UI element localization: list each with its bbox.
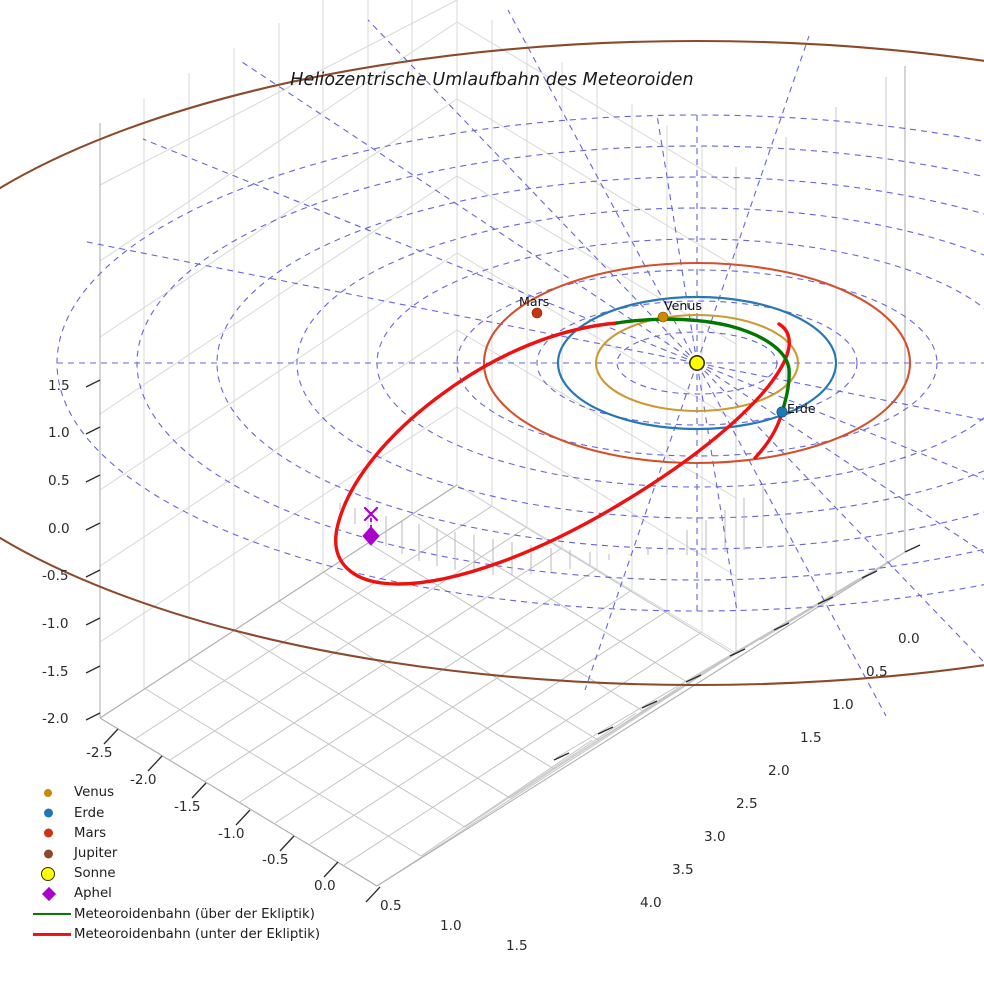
y-tick-3: 1.5 — [800, 730, 822, 746]
z-tick-1: 1.0 — [48, 425, 70, 441]
erde-label: Erde — [787, 401, 816, 416]
x-tick-6: 0.5 — [380, 898, 402, 914]
z-tick-2: 0.5 — [48, 473, 70, 489]
x-tick-3: -1.0 — [218, 826, 245, 842]
legend-label-sonne: Sonne — [74, 866, 116, 882]
z-tick-3: 0.0 — [48, 521, 70, 537]
page-title: Heliozentrische Umlaufbahn des Meteoroid… — [290, 70, 694, 90]
jupiter-orbit — [0, 40, 984, 686]
legend-item-orbit-above[interactable]: Meteoroidenbahn (über der Ekliptik) — [30, 904, 370, 924]
legend-item-jupiter[interactable]: Jupiter — [30, 844, 370, 864]
legend-item-sonne[interactable]: Sonne — [30, 864, 370, 884]
meteoroid-drop-stems — [339, 486, 764, 575]
legend: Venus Erde Mars Jupiter Sonne — [30, 783, 370, 945]
legend-label-venus: Venus — [74, 785, 115, 801]
z-tick-4: -0.5 — [42, 568, 69, 584]
x-tick-0: -2.5 — [86, 745, 113, 761]
y-tick-0: 0.0 — [898, 631, 920, 647]
erde-marker — [776, 406, 788, 418]
venus-marker — [657, 311, 669, 323]
legend-item-venus[interactable]: Venus — [30, 783, 370, 803]
erde-orbit — [556, 295, 838, 431]
venus-label: Venus — [664, 298, 702, 313]
legend-label-orbit-below: Meteoroidenbahn (unter der Ekliptik) — [74, 926, 321, 942]
polar-grid-spokes — [57, 9, 984, 717]
legend-item-aphel[interactable]: Aphel — [30, 884, 370, 904]
green-line-icon — [30, 904, 74, 924]
sonne-marker — [688, 354, 705, 371]
y-tick-6: 3.0 — [704, 829, 726, 845]
x-tick-7: 1.0 — [440, 918, 462, 934]
polar-grid-ecliptic — [56, 9, 984, 717]
y-tick-7: 3.5 — [672, 862, 694, 878]
y-tick-5: 2.5 — [736, 796, 758, 812]
x-tick-2: -1.5 — [174, 799, 201, 815]
x-tick-5: 0.0 — [314, 878, 336, 894]
mars-label: Mars — [519, 294, 550, 309]
legend-item-orbit-below[interactable]: Meteoroidenbahn (unter der Ekliptik) — [30, 924, 370, 944]
mars-dot-icon — [30, 823, 74, 843]
z-tick-6: -1.5 — [42, 664, 69, 680]
y-axis-floor-rails — [555, 551, 906, 759]
legend-item-erde[interactable]: Erde — [30, 803, 370, 823]
x-tick-1: -2.0 — [130, 772, 157, 788]
z-tick-5: -1.0 — [42, 616, 69, 632]
floor-grid — [99, 484, 737, 887]
box-frame-edges — [99, 66, 906, 887]
axes-3d-panes — [99, 0, 906, 887]
venus-orbit — [594, 313, 800, 413]
z-tick-7: -2.0 — [42, 711, 69, 727]
mars-orbit — [482, 261, 912, 465]
y-tick-1: 0.5 — [866, 664, 888, 680]
axis-ticks — [85, 379, 921, 903]
y-tick-8: 4.0 — [640, 895, 662, 911]
right-wall-grid — [456, 0, 737, 654]
legend-label-aphel: Aphel — [74, 886, 112, 902]
mars-marker — [531, 307, 543, 319]
aphel-marker-group — [362, 506, 380, 546]
meteoroid-orbit-above-ecliptic — [615, 317, 791, 414]
aphel-diamond-icon — [30, 884, 74, 904]
left-wall-grid — [99, 0, 458, 719]
red-line-icon — [30, 924, 74, 944]
legend-label-erde: Erde — [74, 805, 105, 821]
z-tick-0: 1.5 — [48, 378, 70, 394]
legend-item-mars[interactable]: Mars — [30, 823, 370, 843]
legend-label-jupiter: Jupiter — [74, 846, 118, 861]
y-tick-4: 2.0 — [768, 763, 790, 779]
legend-label-mars: Mars — [74, 825, 107, 841]
x-tick-8: 1.5 — [506, 938, 528, 954]
y-tick-2: 1.0 — [832, 697, 854, 713]
venus-dot-icon — [30, 783, 74, 803]
erde-dot-icon — [30, 803, 74, 823]
planet-markers — [531, 307, 788, 418]
right-axis-columns — [735, 66, 906, 653]
jupiter-dot-icon — [30, 844, 74, 864]
meteoroid-orbit-below-ecliptic — [334, 321, 791, 586]
sonne-dot-icon — [30, 864, 74, 884]
legend-label-orbit-above: Meteoroidenbahn (über der Ekliptik) — [74, 906, 315, 922]
x-tick-4: -0.5 — [262, 852, 289, 868]
